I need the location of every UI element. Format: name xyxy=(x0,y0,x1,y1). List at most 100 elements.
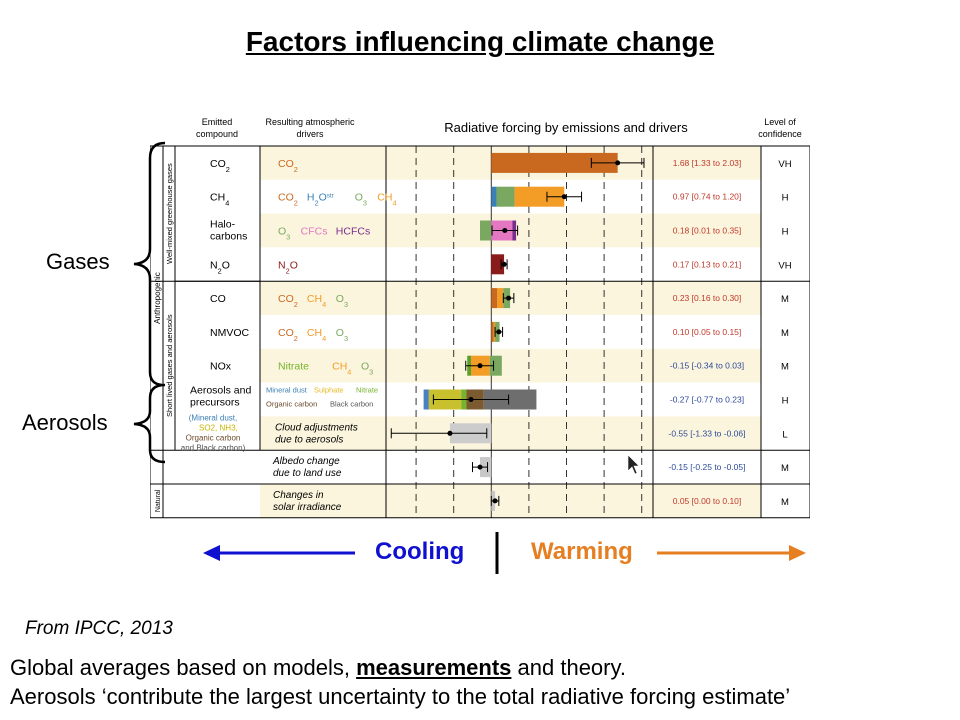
confidence-cell-bg xyxy=(761,315,810,349)
driver-cell-bg xyxy=(260,315,386,349)
driver-label: CH4 xyxy=(377,192,396,208)
header-confidence-2: confidence xyxy=(758,129,802,139)
compound-label: NMVOC xyxy=(210,327,250,339)
value-label: 1.68 [1.33 to 2.03] xyxy=(673,158,742,168)
compound-label: CO xyxy=(210,293,226,305)
compound-label: carbons xyxy=(210,231,247,243)
header-drivers-2: drivers xyxy=(296,129,324,139)
driver-label: CO2 xyxy=(278,192,298,208)
forcing-bar-segment xyxy=(491,321,494,342)
value-label: 0.97 [0.74 to 1.20] xyxy=(673,192,742,202)
compound-label: Halo- xyxy=(210,219,236,231)
footer-line-1-post: and theory. xyxy=(511,655,626,680)
value-cell-bg xyxy=(653,450,761,484)
driver-cell-bg xyxy=(260,179,386,214)
driver-label: CO2 xyxy=(278,293,298,309)
header-compound: compound xyxy=(196,129,238,139)
confidence-cell-bg xyxy=(761,146,810,180)
footer-line-2: Aerosols ‘contribute the largest uncerta… xyxy=(10,684,791,709)
driver-label: O3 xyxy=(361,361,373,377)
confidence-label: M xyxy=(781,497,789,508)
best-estimate-point xyxy=(502,228,508,233)
compound-label: CH4 xyxy=(210,192,229,208)
plot-row-bg xyxy=(386,213,653,248)
forcing-bar-segment xyxy=(423,389,429,410)
header-confidence: Level of xyxy=(764,117,796,127)
confidence-label: VH xyxy=(778,159,791,170)
compound-label: CO2 xyxy=(210,158,230,174)
driver-label: CFCs xyxy=(301,226,328,238)
driver-label: O3 xyxy=(336,327,348,343)
forcing-bar-segment xyxy=(489,355,502,376)
confidence-label: L xyxy=(782,429,787,440)
driver-label: N2O xyxy=(278,259,298,275)
forcing-bar-segment xyxy=(483,389,537,410)
compound-label: due to aerosols xyxy=(275,434,343,445)
driver-label: H2Ostr xyxy=(307,192,334,208)
driver-label: O3 xyxy=(278,226,290,242)
value-cell-bg xyxy=(653,146,761,180)
aerosols-label: Aerosols xyxy=(22,410,108,435)
driver-cell-bg xyxy=(260,348,386,383)
best-estimate-point xyxy=(477,363,483,369)
warming-label: Warming xyxy=(531,538,633,565)
compound-label: solar irradiance xyxy=(273,502,342,513)
group-label-anthropogenic: Anthropogenic xyxy=(153,272,162,324)
confidence-label: M xyxy=(781,328,789,339)
confidence-cell-bg xyxy=(761,484,810,518)
forcing-bar-segment xyxy=(491,152,618,173)
confidence-cell-bg xyxy=(761,179,810,214)
best-estimate-point xyxy=(477,464,483,470)
best-estimate-point xyxy=(501,261,507,267)
footer-line-1: Global averages based on models, measure… xyxy=(10,655,626,681)
driver-cell-bg xyxy=(260,281,386,315)
value-cell-bg xyxy=(653,382,761,417)
confidence-cell-bg xyxy=(761,382,810,417)
best-estimate-point xyxy=(492,498,498,504)
compound-label: Albedo change xyxy=(272,456,340,467)
compound-sub: SO2, NH3, xyxy=(199,424,238,433)
slide-title: Factors influencing climate change xyxy=(245,26,715,57)
value-label: -0.27 [-0.77 to 0.23] xyxy=(670,395,744,405)
cooling-arrow-head xyxy=(203,545,220,561)
warming-arrow-head xyxy=(789,545,806,561)
confidence-cell-bg xyxy=(761,416,810,451)
group-label-short-lived: Short lived gases and aerosols xyxy=(165,314,174,417)
value-cell-bg xyxy=(653,484,761,518)
value-cell-bg xyxy=(653,281,761,315)
driver-cell-bg xyxy=(260,450,386,484)
best-estimate-point xyxy=(468,397,474,402)
driver-label: CH4 xyxy=(307,293,326,309)
value-label: 0.23 [0.16 to 0.30] xyxy=(673,293,742,303)
driver-label: CO2 xyxy=(278,158,298,174)
confidence-label: H xyxy=(782,396,789,407)
driver-label: CH4 xyxy=(332,361,351,377)
value-label: -0.55 [-1.33 to -0.06] xyxy=(668,428,745,438)
value-cell-bg xyxy=(653,416,761,451)
driver-cell-bg xyxy=(260,146,386,180)
value-label: -0.15 [-0.25 to -0.05] xyxy=(668,462,745,472)
compound-label: precursors xyxy=(190,397,240,409)
driver-label: Nitrate xyxy=(356,386,378,395)
group-label-natural: Natural xyxy=(155,489,162,512)
value-label: 0.10 [0.05 to 0.15] xyxy=(673,327,742,337)
forcing-bar-segment xyxy=(493,321,496,342)
best-estimate-point xyxy=(506,295,512,301)
forcing-bar-segment xyxy=(491,186,497,207)
forcing-bar-segment xyxy=(514,186,565,207)
compound-sub: (Mineral dust, xyxy=(189,414,237,423)
driver-label: Nitrate xyxy=(278,361,309,373)
driver-cell-bg xyxy=(260,213,386,248)
radiative-forcing-chart: Emitted compound Resulting atmospheric driv… xyxy=(150,117,810,519)
forcing-bar-segment xyxy=(497,288,504,309)
value-cell-bg xyxy=(653,213,761,248)
driver-cell-bg xyxy=(260,247,386,282)
forcing-bar-segment xyxy=(480,220,492,241)
plot-row-bg xyxy=(386,315,653,349)
driver-label: O3 xyxy=(336,293,348,309)
forcing-bar-segment xyxy=(496,186,515,207)
best-estimate-point xyxy=(615,160,621,166)
best-estimate-point xyxy=(561,194,567,200)
plot-row-bg xyxy=(386,281,653,315)
driver-cell-bg xyxy=(260,416,386,451)
